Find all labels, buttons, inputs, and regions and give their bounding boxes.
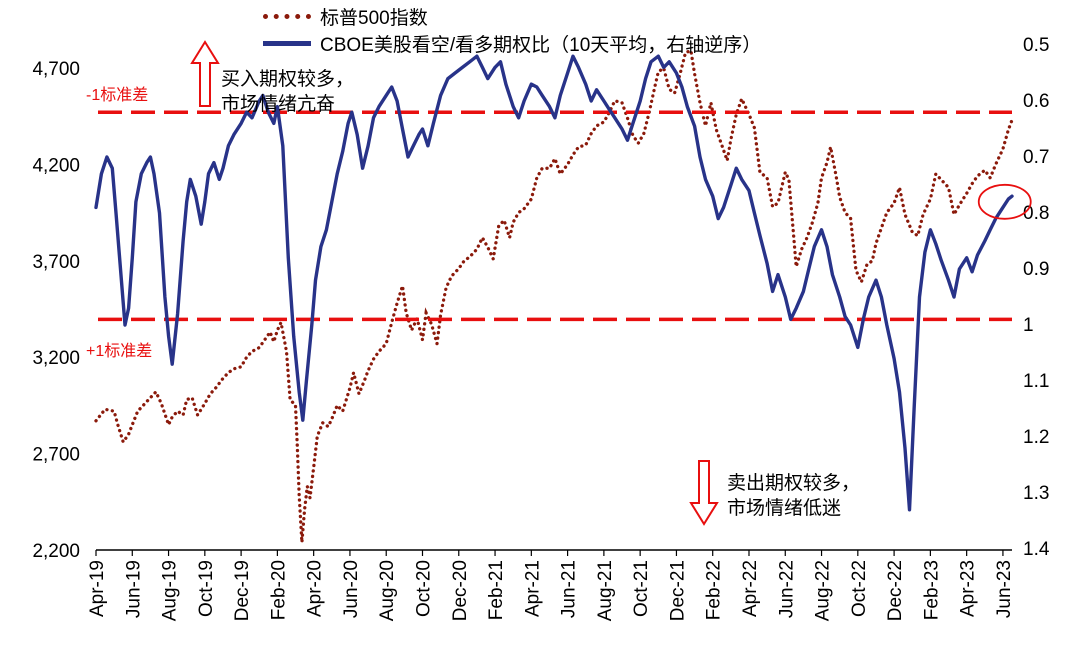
right-axis-tick-label: 0.5 [1023,35,1049,56]
x-axis-tick-label: Jun-21 [559,560,580,618]
right-axis-tick-label: 0.6 [1023,91,1049,112]
x-axis-tick-label: Apr-20 [305,560,326,617]
sentiment-down-annotation: 市场情绪低迷 [727,497,841,519]
x-axis-tick-label: Feb-23 [921,560,942,620]
x-axis-tick-label: Jun-19 [123,560,144,618]
x-axis-tick-label: Dec-22 [885,560,906,621]
put-call-ratio-series-line [94,54,1014,512]
latest-value-highlight-ellipse [977,183,1032,220]
left-axis-tick-label: 4,700 [32,59,80,80]
right-axis-tick-label: 0.7 [1023,147,1049,168]
legend-label-sp500: 标普500指数 [320,8,428,29]
x-axis-tick-label: Apr-23 [958,560,979,617]
sentiment-up-annotation: 市场情绪亢奋 [221,93,335,115]
sentiment-up-arrow-icon [190,40,220,107]
legend-item-ratio: CBOE美股看空/看多期权比（10天平均，右轴逆序） [263,30,761,57]
x-axis-tick-label: Oct-22 [849,560,870,617]
x-axis-tick-label: Oct-19 [196,560,217,617]
x-axis-tick-label: Apr-22 [740,560,761,617]
std-dev-label: -1标准差 [86,86,148,104]
x-axis-tick-label: Oct-20 [413,560,434,617]
right-axis-tick-label: 1.1 [1023,371,1049,392]
x-axis-tick-label: Aug-21 [595,560,616,621]
left-axis-tick-label: 2,700 [32,445,80,466]
right-axis-tick-label: 1 [1023,315,1034,336]
right-axis-tick-label: 0.9 [1023,259,1049,280]
right-axis-tick-label: 1.3 [1023,483,1049,504]
x-axis-tick-label: Jun-23 [994,560,1015,618]
sp500-series-line [94,48,1014,543]
sentiment-down-annotation: 卖出期权较多， [727,472,860,494]
x-axis-tick-label: Aug-19 [160,560,181,621]
left-axis-tick-label: 3,200 [32,348,80,369]
x-axis-tick-label: Jun-22 [776,560,797,618]
x-axis-tick-label: Aug-20 [377,560,398,621]
right-axis-tick-label: 1.2 [1023,427,1049,448]
x-axis-tick-label: Feb-22 [704,560,725,620]
sentiment-down-arrow-icon [689,460,719,526]
x-axis-tick-label: Dec-19 [232,560,253,621]
x-axis-tick-label: Oct-21 [631,560,652,617]
right-axis-tick-label: 1.4 [1023,539,1050,560]
sp500-line-swatch [263,14,311,19]
ratio-line-swatch [263,41,311,46]
left-axis-tick-label: 3,700 [32,252,80,273]
std-dev-label: +1标准差 [86,342,152,360]
x-axis-tick-label: Jun-20 [341,560,362,618]
left-axis-tick-label: 4,200 [32,155,80,176]
legend-label-ratio: CBOE美股看空/看多期权比（10天平均，右轴逆序） [320,35,762,56]
legend-item-sp500: 标普500指数 [263,3,761,30]
sentiment-up-annotation: 买入期权较多， [221,68,354,90]
right-axis-tick-label: 0.8 [1023,203,1049,224]
left-axis-tick-label: 2,200 [32,541,80,562]
x-axis-tick-label: Dec-21 [667,560,688,621]
x-axis-tick-label: Apr-19 [87,560,108,617]
x-axis-tick-label: Dec-20 [450,560,471,621]
x-axis-tick-label: Feb-20 [268,560,289,620]
x-axis-tick-label: Feb-21 [486,560,507,620]
x-axis-tick-label: Aug-22 [813,560,834,621]
x-axis-tick-label: Apr-21 [522,560,543,617]
legend: 标普500指数 CBOE美股看空/看多期权比（10天平均，右轴逆序） [263,3,761,57]
